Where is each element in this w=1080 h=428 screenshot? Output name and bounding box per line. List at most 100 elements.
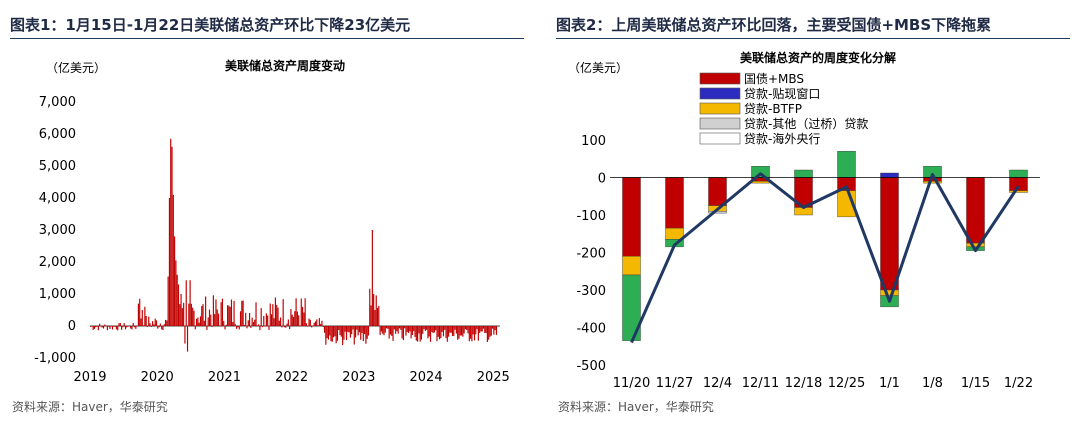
left-bar [123, 323, 125, 326]
left-bar [490, 326, 492, 336]
left-bar [281, 326, 283, 328]
left-bar [330, 326, 332, 342]
left-bar [414, 326, 416, 337]
left-chart: （亿美元） 美联储总资产周度变动 -1,000 0 1,000 2,000 3,000 4… [34, 58, 510, 385]
left-bar [406, 326, 408, 332]
left-bar [379, 326, 381, 335]
left-x-tick-label: 2021 [208, 370, 241, 385]
left-bar [136, 326, 138, 327]
left-bar [405, 326, 407, 336]
right-bar-segment [923, 181, 942, 184]
left-bar [378, 305, 380, 326]
left-bar [124, 326, 127, 330]
left-bar [352, 326, 354, 330]
right-bar-segment [751, 181, 770, 184]
left-bar [255, 302, 257, 326]
left-bar [428, 326, 430, 337]
right-legend-label: 贷款-海外央行 [744, 131, 820, 146]
left-bar [370, 305, 372, 326]
right-bar-segment [751, 166, 770, 178]
right-title-rule [556, 38, 1070, 39]
left-bar [459, 326, 461, 336]
left-bar [256, 325, 258, 326]
right-x-tick-label: 1/1 [879, 376, 900, 391]
left-bar [100, 326, 102, 327]
left-x-axis: 2019 2020 2021 2022 2023 2024 2025 [73, 325, 510, 385]
left-bar [114, 326, 116, 327]
left-bar [273, 318, 275, 326]
left-bar [175, 260, 177, 326]
left-bar [93, 326, 96, 329]
left-bar [362, 326, 364, 342]
left-bar [296, 311, 298, 326]
left-x-tick-label: 2019 [73, 370, 106, 385]
left-bar [211, 326, 213, 328]
left-bar [133, 326, 136, 328]
left-bar [457, 326, 459, 340]
left-bar [153, 324, 155, 326]
right-total-line-path [630, 172, 1020, 344]
left-bar [413, 326, 415, 332]
left-bar [277, 307, 279, 326]
left-bar [486, 326, 488, 342]
left-bar [272, 304, 274, 326]
left-bar [110, 325, 112, 327]
left-bar [268, 326, 270, 330]
left-bar [104, 324, 106, 326]
left-bar [433, 326, 435, 333]
right-bar-segment [837, 151, 856, 178]
right-total-line [630, 172, 1020, 344]
left-bar [96, 326, 98, 327]
right-x-tick-label: 1/8 [922, 376, 943, 391]
left-bar [326, 326, 328, 339]
left-bar [109, 326, 111, 329]
right-bar-segment [622, 177, 641, 257]
left-bar [185, 280, 187, 326]
right-legend-swatch [699, 102, 741, 115]
left-bar [264, 326, 266, 327]
left-bar [305, 323, 308, 326]
left-bar [286, 323, 288, 326]
left-bar [162, 326, 164, 331]
left-bar [298, 315, 300, 326]
left-bar [342, 326, 344, 346]
left-bar [99, 323, 101, 326]
right-unit-label: （亿美元） [568, 60, 628, 75]
left-bar [351, 326, 353, 335]
left-bar [243, 325, 245, 326]
right-x-tick-label: 12/25 [828, 376, 865, 391]
left-bar [427, 326, 429, 339]
left-bar [361, 326, 363, 333]
left-bar [150, 326, 152, 328]
left-bar [437, 326, 439, 337]
left-bar [409, 326, 411, 332]
left-bar [389, 326, 392, 335]
left-bar [181, 308, 183, 326]
left-bar [391, 326, 393, 336]
right-y-tick-label: 100 [581, 134, 606, 149]
left-bar [365, 326, 367, 344]
left-bar [364, 326, 366, 335]
left-bar [404, 326, 406, 329]
left-bar [303, 312, 305, 326]
left-bar [450, 326, 452, 333]
left-bar [445, 326, 447, 339]
left-bar [367, 326, 370, 336]
left-bar [494, 326, 496, 331]
right-y-tick-label: -300 [576, 284, 606, 299]
left-bar [327, 326, 330, 340]
left-bar [479, 326, 481, 333]
left-bar [102, 326, 105, 329]
left-bar [464, 326, 467, 330]
left-bar [407, 326, 410, 333]
left-bar [193, 310, 195, 326]
left-bar [95, 326, 97, 328]
left-y-tick-label: 2,000 [39, 255, 76, 270]
left-bar [91, 326, 93, 327]
right-y-tick-label: -100 [576, 209, 606, 224]
left-bar [176, 274, 178, 326]
left-bar [295, 298, 297, 326]
right-legend-swatch [699, 72, 741, 85]
left-bar [118, 323, 120, 326]
left-bar [420, 326, 423, 340]
